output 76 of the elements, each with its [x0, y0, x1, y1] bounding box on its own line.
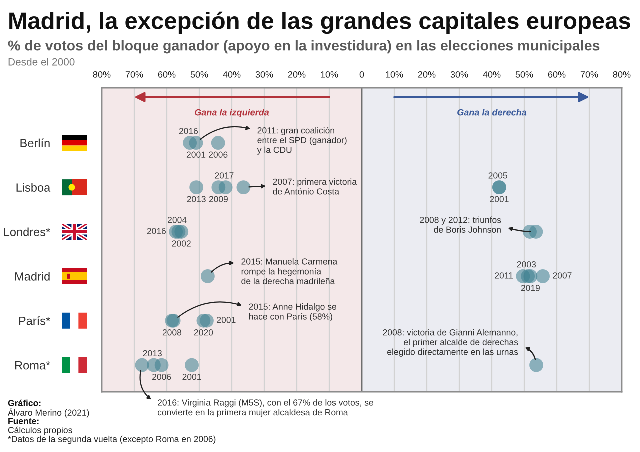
chart-subtitle: % de votos del bloque ganador (apoyo en la investidura) en las elecciones municipales: [8, 40, 600, 54]
annotation: 2008: victoria de Gianni Alemanno, el primer alcalde de derechas elegido directamente en las urnas: [383, 329, 518, 357]
x-tick-label: 70%: [580, 71, 598, 78]
annotation: 2015: Manuela Carmena rompe la hegemonía de la derecha madrileña: [242, 258, 338, 284]
series-label: 2017: [215, 172, 234, 179]
annotation: 2011: gran coalición entre el SPD (ganador) y la CDU: [257, 127, 347, 155]
text: Álvaro Merino (2021): [8, 408, 90, 418]
series-label: 2006: [152, 374, 172, 380]
text: 2016: [179, 128, 198, 134]
annotation: 2015: Anne Hidalgo se hace con París (58%): [249, 304, 336, 322]
y-tick-label: Madrid: [15, 272, 50, 281]
x-tick-label: 0: [360, 71, 364, 78]
y-tick-label: Lisboa: [16, 183, 51, 192]
point: [185, 358, 199, 372]
x-tick-label: 10%: [321, 71, 338, 78]
x-tick-label: 30%: [256, 71, 274, 78]
point: [236, 180, 251, 194]
text: 2001: [490, 196, 509, 202]
x-tick-label: 40%: [483, 71, 501, 78]
chart-title: Madrid, la excepción de las grandes capitales europeas: [10, 12, 630, 34]
point: [135, 358, 150, 372]
series-label: 2001: [217, 317, 236, 324]
series-label: 2002: [172, 240, 191, 247]
x-tick-label: 20%: [288, 71, 306, 78]
y-tick-label: Roma*: [15, 361, 50, 370]
point: [211, 136, 226, 150]
series-label: 2008: [162, 330, 182, 336]
x-tick-label: 10%: [386, 71, 404, 78]
series-label: 2019: [521, 285, 540, 292]
point: [530, 358, 544, 372]
text: 2001: [182, 374, 202, 380]
y-tick-label: Berlín: [20, 138, 50, 148]
text: 2006: [209, 152, 228, 158]
band-label: Gana la derecha: [458, 109, 527, 116]
y-tick-label: París*: [19, 316, 50, 326]
x-tick-label: 50%: [516, 71, 534, 78]
series-label: 2009: [209, 196, 228, 202]
x-tick-label: 60%: [548, 71, 566, 78]
point: [218, 180, 233, 194]
x-tick-label: 30%: [450, 71, 468, 78]
point: [201, 270, 215, 284]
x-tick-label: 80%: [613, 71, 631, 78]
series-label: 2003: [517, 261, 536, 268]
text: Cálculos propios: [8, 426, 72, 436]
text: 2001: [186, 152, 206, 158]
x-tick-label: 50%: [190, 71, 208, 78]
series-label: 2011: [495, 272, 514, 279]
point: [147, 358, 161, 372]
series-label: 2007: [553, 272, 572, 279]
annotation: 2008 y 2012: triunfos de Boris Johnson: [420, 216, 502, 233]
point: [169, 225, 184, 239]
annotation: 2007: primera victoria de António Costa: [273, 178, 357, 195]
x-tick-label: 80%: [93, 71, 111, 78]
text: Desde el 2000: [8, 58, 75, 66]
series-label: 2016: [147, 228, 166, 234]
text: 2013: [143, 350, 162, 357]
point: [523, 225, 537, 239]
series-label: 2020: [194, 330, 214, 336]
point: [183, 136, 198, 150]
text: Gráfico:: [8, 400, 41, 406]
band-label: Gana la izquierda: [195, 109, 270, 118]
x-tick-label: 70%: [126, 71, 144, 78]
point: [190, 180, 204, 194]
source-note: Fuente:: [8, 418, 39, 424]
text: *Datos de la segunda vuelta (excepto Roma en 2006): [8, 436, 216, 444]
x-tick-label: 60%: [158, 71, 176, 78]
point: [196, 314, 211, 328]
y-tick-label: Londres*: [4, 228, 50, 236]
annotation: 2016: Virginia Raggi (M5S), con el 67% de los votos, se convierte en la primera mujer alcaldesa de Roma: [158, 399, 374, 418]
series-label: 2013: [187, 196, 206, 202]
x-tick-label: 20%: [418, 71, 436, 78]
x-tick-label: 40%: [223, 71, 241, 78]
point: [536, 270, 550, 284]
point: [524, 270, 538, 284]
series-label: 2004: [168, 217, 187, 224]
series-label: 2005: [488, 172, 508, 179]
